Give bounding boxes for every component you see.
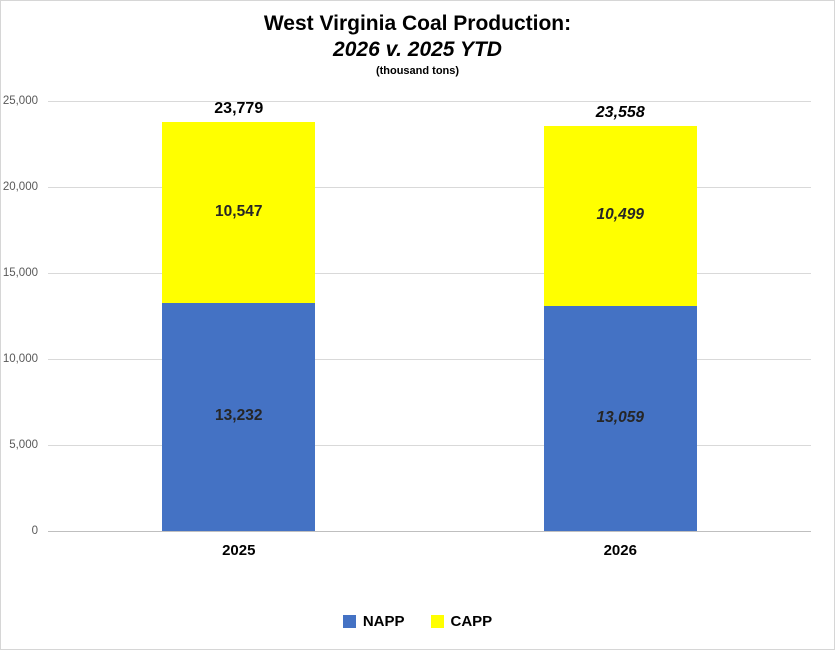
bar-segment-napp-2025: 13,232 [162, 303, 316, 531]
segment-value-label: 13,059 [596, 408, 644, 426]
category-label-2025: 2025 [222, 542, 256, 559]
gridline [48, 100, 811, 102]
segment-value-label: 13,232 [215, 407, 263, 425]
chart-title-block: West Virginia Coal Production: 2026 v. 2… [1, 11, 834, 79]
ytick-label: 5,000 [9, 439, 38, 451]
legend-label-napp: NAPP [362, 613, 405, 630]
ytick-label: 0 [31, 525, 38, 537]
chart-units-label: (thousand tons) [375, 65, 460, 77]
gridline [48, 444, 811, 446]
bar-segment-capp-2025: 10,547 [162, 122, 316, 304]
legend-swatch-napp [342, 615, 356, 628]
bar-segment-capp-2026: 10,499 [543, 125, 697, 307]
chart-title: West Virginia Coal Production: [263, 12, 572, 35]
category-label-2026: 2026 [603, 542, 637, 559]
legend-swatch-capp [430, 615, 444, 628]
ytick-label: 20,000 [2, 181, 38, 193]
legend-item-capp: CAPP [430, 613, 493, 630]
legend-label-capp: CAPP [450, 613, 493, 630]
total-value-label: 23,779 [214, 100, 264, 117]
segment-value-label: 10,499 [596, 206, 644, 224]
ytick-label: 25,000 [2, 95, 38, 107]
chart-subtitle: 2026 v. 2025 YTD [333, 38, 502, 61]
legend: NAPP CAPP [1, 613, 834, 630]
ytick-label: 15,000 [2, 267, 38, 279]
x-axis-line [48, 530, 811, 532]
bar-segment-napp-2026: 13,059 [543, 306, 697, 531]
gridline [48, 272, 811, 274]
legend-item-napp: NAPP [342, 613, 405, 630]
total-value-label: 23,558 [595, 103, 645, 121]
gridline [48, 358, 811, 360]
ytick-label: 10,000 [2, 353, 38, 365]
gridline [48, 186, 811, 188]
segment-value-label: 10,547 [215, 202, 263, 220]
